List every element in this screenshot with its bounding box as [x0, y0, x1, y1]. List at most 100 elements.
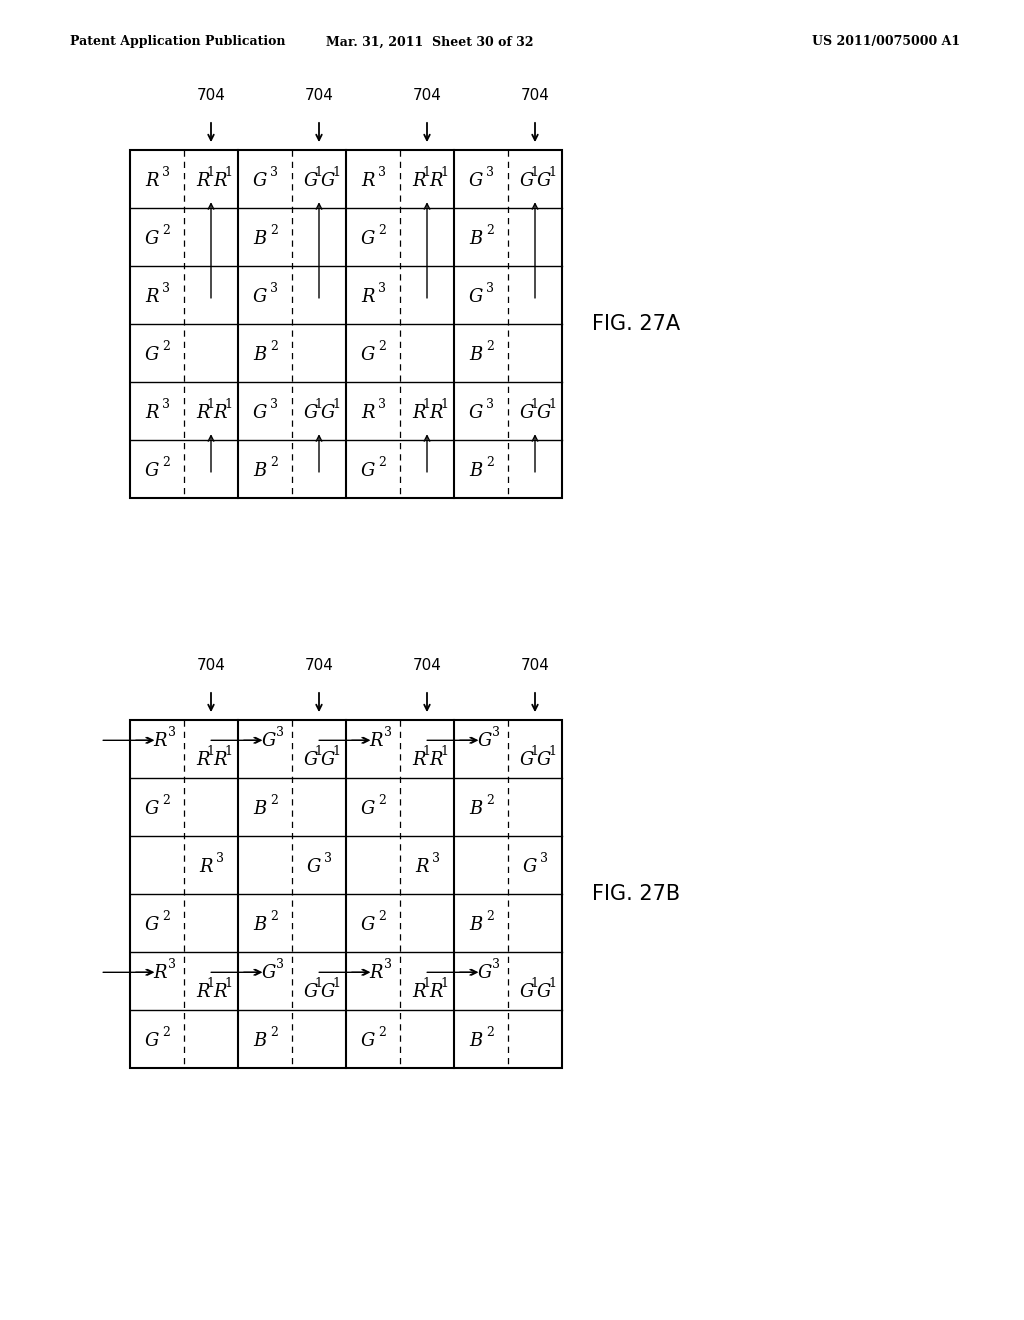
Text: 2: 2 [378, 909, 386, 923]
Text: 704: 704 [304, 87, 334, 103]
Text: G: G [477, 965, 492, 982]
Text: 3: 3 [162, 397, 170, 411]
Text: R: R [361, 404, 375, 422]
Text: 2: 2 [486, 909, 494, 923]
Text: 1: 1 [440, 165, 449, 178]
Text: 3: 3 [276, 958, 285, 970]
Text: G: G [520, 404, 535, 422]
Text: 3: 3 [169, 958, 176, 970]
Text: 2: 2 [378, 793, 386, 807]
Text: R: R [145, 404, 159, 422]
Bar [130, 719, 562, 1068]
Text: R: R [429, 172, 442, 190]
Text: G: G [304, 751, 318, 770]
Text: 3: 3 [378, 165, 386, 178]
Text: 2: 2 [270, 223, 278, 236]
Text: G: G [304, 983, 318, 1002]
Text: 3: 3 [384, 958, 392, 970]
Text: 1: 1 [440, 744, 449, 758]
Text: G: G [537, 751, 551, 770]
Text: G: G [360, 1032, 375, 1049]
Text: R: R [197, 404, 210, 422]
Text: 1: 1 [440, 977, 449, 990]
Text: 704: 704 [413, 657, 441, 672]
Text: G: G [537, 404, 551, 422]
Text: B: B [253, 346, 266, 364]
Text: FIG. 27A: FIG. 27A [592, 314, 680, 334]
Text: 3: 3 [378, 397, 386, 411]
Text: R: R [370, 733, 383, 750]
Text: G: G [321, 983, 335, 1002]
Text: G: G [261, 733, 275, 750]
Text: G: G [477, 733, 492, 750]
Text: R: R [213, 172, 226, 190]
Text: R: R [197, 751, 210, 770]
Text: 1: 1 [548, 397, 556, 411]
Text: G: G [321, 172, 335, 190]
Text: R: R [429, 751, 442, 770]
Text: R: R [413, 404, 426, 422]
Text: FIG. 27B: FIG. 27B [592, 884, 680, 904]
Text: 3: 3 [432, 851, 440, 865]
Text: 3: 3 [169, 726, 176, 739]
Text: G: G [253, 404, 267, 422]
Text: 2: 2 [162, 1026, 170, 1039]
Text: 1: 1 [224, 977, 232, 990]
Text: R: R [213, 751, 226, 770]
Text: B: B [253, 230, 266, 248]
Text: G: G [144, 1032, 159, 1049]
Text: 2: 2 [162, 223, 170, 236]
Text: 2: 2 [270, 455, 278, 469]
Text: 3: 3 [324, 851, 332, 865]
Text: 2: 2 [486, 223, 494, 236]
Text: 1: 1 [422, 744, 430, 758]
Text: R: R [145, 172, 159, 190]
Text: G: G [469, 288, 483, 306]
Text: 1: 1 [224, 744, 232, 758]
Text: R: R [361, 288, 375, 306]
Text: G: G [469, 404, 483, 422]
Text: US 2011/0075000 A1: US 2011/0075000 A1 [812, 36, 961, 49]
Text: 1: 1 [422, 977, 430, 990]
Text: B: B [469, 800, 482, 818]
Text: G: G [360, 230, 375, 248]
Text: 3: 3 [384, 726, 392, 739]
Text: 1: 1 [530, 165, 538, 178]
Text: R: R [413, 172, 426, 190]
Text: 2: 2 [378, 223, 386, 236]
Text: 3: 3 [486, 397, 494, 411]
Text: 2: 2 [270, 1026, 278, 1039]
Text: 2: 2 [486, 793, 494, 807]
Text: 3: 3 [270, 397, 278, 411]
Text: 1: 1 [422, 397, 430, 411]
Text: 1: 1 [530, 744, 538, 758]
Text: G: G [304, 404, 318, 422]
Text: 2: 2 [270, 793, 278, 807]
Text: 1: 1 [206, 165, 214, 178]
Text: 704: 704 [197, 87, 225, 103]
Text: 1: 1 [332, 977, 340, 990]
Text: 1: 1 [206, 744, 214, 758]
Text: 2: 2 [486, 455, 494, 469]
Text: B: B [469, 230, 482, 248]
Bar [130, 150, 562, 498]
Text: B: B [253, 916, 266, 935]
Text: 704: 704 [520, 87, 550, 103]
Text: 2: 2 [270, 339, 278, 352]
Text: G: G [261, 965, 275, 982]
Text: 1: 1 [314, 977, 322, 990]
Text: 3: 3 [270, 281, 278, 294]
Text: 2: 2 [162, 909, 170, 923]
Text: G: G [469, 172, 483, 190]
Text: R: R [213, 404, 226, 422]
Text: 1: 1 [440, 397, 449, 411]
Text: G: G [144, 916, 159, 935]
Text: R: R [361, 172, 375, 190]
Text: G: G [307, 858, 322, 876]
Text: G: G [520, 172, 535, 190]
Text: R: R [213, 983, 226, 1002]
Text: G: G [321, 404, 335, 422]
Text: 704: 704 [413, 87, 441, 103]
Text: 3: 3 [378, 281, 386, 294]
Text: R: R [429, 404, 442, 422]
